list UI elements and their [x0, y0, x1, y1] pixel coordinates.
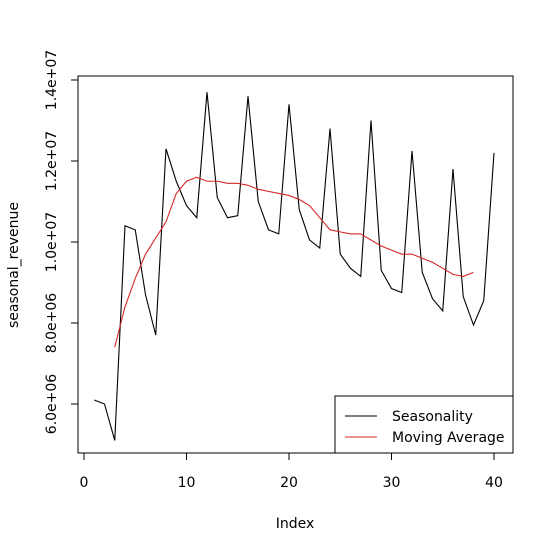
x-axis: 0 10 20 30 40 [80, 452, 503, 491]
y-tick-label-4: 1.4e+07 [44, 50, 60, 110]
y-axis: 6.0e+06 8.0e+06 1.0e+07 1.2e+07 1.4e+07 [44, 50, 79, 435]
y-tick-label-1: 8.0e+06 [44, 293, 60, 354]
legend-label-moving-average: Moving Average [392, 430, 505, 446]
x-tick-label-30: 30 [383, 475, 401, 491]
x-tick-label-10: 10 [178, 475, 196, 491]
legend-box [334, 395, 514, 454]
x-tick-label-0: 0 [80, 475, 89, 491]
y-axis-title: seasonal_revenue [6, 202, 22, 328]
legend-label-seasonality: Seasonality [392, 409, 473, 425]
y-tick-label-0: 6.0e+06 [44, 374, 60, 435]
series-layer [94, 92, 495, 441]
y-tick-label-2: 1.0e+07 [44, 212, 60, 272]
y-tick-label-3: 1.2e+07 [44, 131, 60, 191]
x-tick-label-20: 20 [280, 475, 298, 491]
series-line-seasonality [94, 92, 495, 441]
legend: Seasonality Moving Average [334, 395, 514, 454]
series-line-moving-average [114, 176, 474, 348]
x-axis-title: Index [276, 516, 315, 532]
x-tick-label-40: 40 [485, 475, 503, 491]
